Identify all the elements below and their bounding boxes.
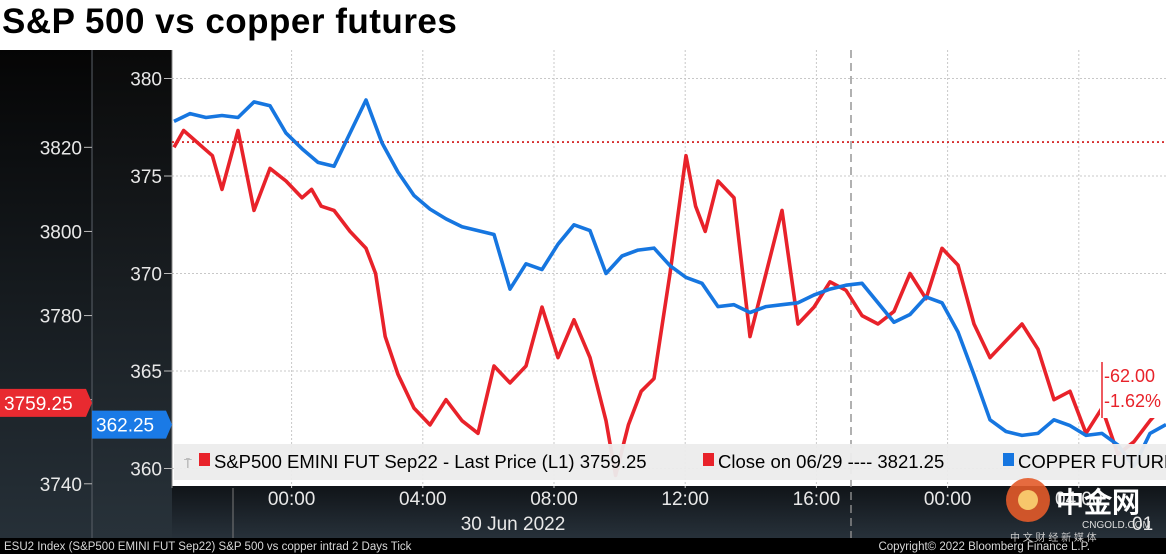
right-axis-tick-label: 360	[130, 460, 162, 481]
chart-title: S&P 500 vs copper futures	[2, 2, 458, 41]
copper-series-line	[173, 98, 1166, 469]
x-axis-tick-label: 12:00	[661, 489, 709, 510]
right-last-value-tag	[92, 410, 172, 439]
series-layer	[172, 98, 1166, 478]
change-box	[1100, 362, 1166, 418]
time-axis-panel	[172, 486, 1166, 538]
value-tags: 3759.25 362.25 -62.00 -1.62%	[0, 362, 1166, 439]
x-axis-tick-label: 04:00	[1055, 489, 1103, 510]
change-percent-label: -1.62%	[1104, 391, 1161, 411]
left-axis-tick-label: 3740	[40, 475, 82, 496]
x-axis-tick-label: 16:00	[793, 489, 841, 510]
legend-swatch	[199, 453, 210, 466]
x-axis-tick-label: 00:00	[924, 489, 972, 510]
footer: ESU2 Index (S&P500 EMINI FUT Sep22) S&P …	[4, 541, 1090, 553]
right-axis-tick-label: 375	[130, 167, 162, 188]
watermark-url: CNGOLD.COM	[1082, 520, 1151, 531]
x-axis-tick-label: 00:00	[268, 489, 316, 510]
change-points-label: -62.00	[1104, 366, 1155, 386]
legend-pin-icon: ⍑	[184, 456, 192, 471]
left-last-value-tag	[0, 388, 92, 417]
footer-bar	[0, 538, 1166, 554]
legend-item-label: COPPER FUTURE	[1018, 451, 1166, 472]
left-axis-panel	[0, 50, 92, 538]
date-label: 30 Jun 2022	[461, 514, 566, 535]
right-axis-tick-label: 380	[130, 70, 162, 91]
footer-right-text: Copyright© 2022 Bloomberg Finance L.P.	[878, 541, 1090, 553]
legend-item-label: Close on 06/29 ---- 3821.25	[718, 451, 944, 472]
right-last-value-text: 362.25	[96, 416, 154, 437]
left-axis-tick-label: 3800	[40, 222, 82, 243]
legend-swatch	[1003, 453, 1014, 466]
watermark-sub-text: 中 文 财 经 新 媒 体	[1010, 531, 1097, 544]
footer-left-text: ESU2 Index (S&P500 EMINI FUT Sep22) S&P …	[4, 541, 412, 553]
date-label: 01	[1132, 514, 1153, 535]
right-axis-tick-label: 365	[130, 362, 162, 383]
x-axis-tick-label: 08:00	[530, 489, 578, 510]
legend-swatch	[703, 453, 714, 466]
left-axis-tick-label: 3780	[40, 307, 82, 328]
legend: ⍑ S&P500 EMINI FUT Sep22 - Last Price (L1…	[174, 444, 1166, 480]
watermark-logo-center	[1018, 490, 1038, 510]
axis-labels: 3603653703753803740376037803800382000:00…	[40, 70, 1153, 536]
sp500-series-line	[172, 128, 1166, 478]
legend-item-label: S&P500 EMINI FUT Sep22 - Last Price (L1)…	[214, 451, 647, 472]
right-axis-panel	[92, 50, 172, 538]
watermark-main-text: 中金网	[1056, 486, 1140, 518]
right-axis-tick-label: 370	[130, 265, 162, 286]
legend-background	[174, 444, 1166, 480]
left-axis-tick-label: 3820	[40, 138, 82, 159]
left-last-value-text: 3759.25	[4, 394, 73, 415]
x-axis-tick-label: 04:00	[399, 489, 447, 510]
